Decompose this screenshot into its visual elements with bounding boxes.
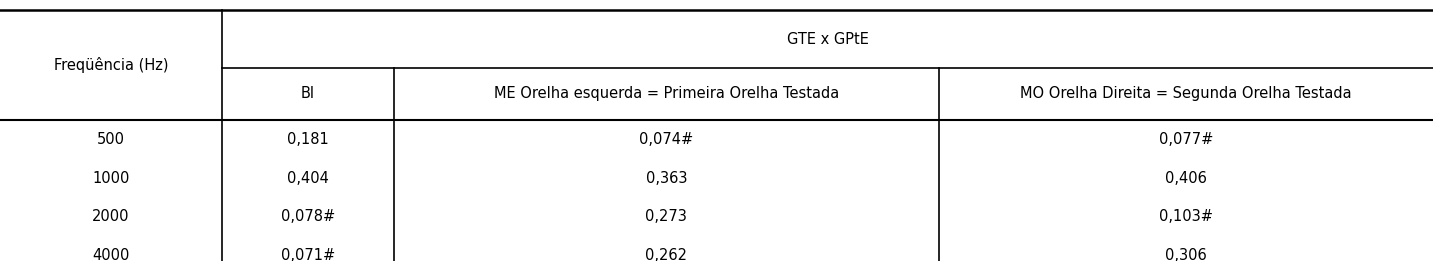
Text: 4000: 4000 [92,248,130,261]
Text: 0,306: 0,306 [1165,248,1207,261]
Text: 0,181: 0,181 [287,132,330,147]
Text: GTE x GPtE: GTE x GPtE [787,32,868,47]
Text: 2000: 2000 [92,209,130,224]
Text: 0,363: 0,363 [646,170,686,186]
Text: 1000: 1000 [92,170,130,186]
Text: 0,103#: 0,103# [1159,209,1212,224]
Text: 0,077#: 0,077# [1159,132,1212,147]
Text: 0,078#: 0,078# [281,209,335,224]
Text: MO Orelha Direita = Segunda Orelha Testada: MO Orelha Direita = Segunda Orelha Testa… [1020,86,1351,102]
Text: Freqüência (Hz): Freqüência (Hz) [54,57,168,73]
Text: 0,406: 0,406 [1165,170,1207,186]
Text: BI: BI [301,86,315,102]
Text: 500: 500 [97,132,125,147]
Text: 0,404: 0,404 [287,170,330,186]
Text: 0,262: 0,262 [645,248,688,261]
Text: 0,071#: 0,071# [281,248,335,261]
Text: 0,273: 0,273 [645,209,688,224]
Text: 0,074#: 0,074# [639,132,694,147]
Text: ME Orelha esquerda = Primeira Orelha Testada: ME Orelha esquerda = Primeira Orelha Tes… [494,86,838,102]
